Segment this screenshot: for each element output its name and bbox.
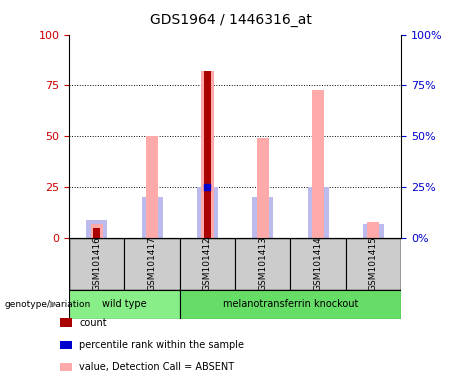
Bar (124, 238, 180, 290)
Text: percentile rank within the sample: percentile rank within the sample (79, 340, 244, 350)
Bar (346, 238, 401, 290)
Text: genotype/variation: genotype/variation (5, 300, 91, 309)
Text: GSM101416: GSM101416 (92, 237, 101, 291)
Text: GSM101417: GSM101417 (148, 237, 157, 291)
Bar (252, 197, 273, 238)
Text: count: count (79, 318, 106, 328)
Text: GSM101414: GSM101414 (313, 237, 323, 291)
Text: GSM101415: GSM101415 (369, 237, 378, 291)
Bar (142, 197, 163, 238)
Bar (201, 71, 213, 238)
Text: GSM101412: GSM101412 (203, 237, 212, 291)
Text: GSM101413: GSM101413 (258, 237, 267, 291)
Text: melanotransferrin knockout: melanotransferrin knockout (223, 299, 358, 310)
Text: wild type: wild type (102, 299, 147, 310)
Bar (91, 224, 103, 238)
Bar (307, 187, 329, 238)
Bar (235, 238, 290, 290)
Bar (257, 138, 269, 238)
Bar (69, 290, 180, 319)
Bar (290, 238, 346, 290)
Bar (367, 222, 379, 238)
Bar (180, 238, 235, 290)
Bar (197, 187, 218, 238)
Bar (204, 71, 211, 238)
Bar (86, 220, 107, 238)
Text: value, Detection Call = ABSENT: value, Detection Call = ABSENT (79, 362, 234, 372)
Text: GDS1964 / 1446316_at: GDS1964 / 1446316_at (149, 13, 312, 27)
Bar (363, 224, 384, 238)
Bar (146, 136, 158, 238)
Bar (312, 89, 324, 238)
Bar (69, 238, 124, 290)
Bar (180, 290, 401, 319)
Bar (94, 228, 100, 238)
